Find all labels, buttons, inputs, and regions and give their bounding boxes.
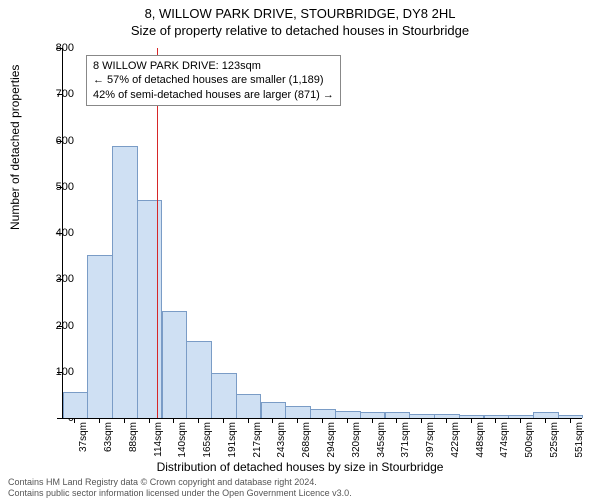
info-line-2: ← 57% of detached houses are smaller (1,…	[93, 73, 334, 87]
y-tick-mark	[57, 418, 62, 419]
footer-line-1: Contains HM Land Registry data © Crown c…	[8, 477, 352, 487]
y-axis-label: Number of detached properties	[8, 65, 22, 230]
histogram-bar	[434, 414, 460, 418]
x-tick-mark	[545, 418, 546, 423]
info-line-1: 8 WILLOW PARK DRIVE: 123sqm	[93, 59, 334, 73]
histogram-bar	[335, 411, 361, 418]
x-tick-mark	[248, 418, 249, 423]
histogram-bar	[285, 406, 311, 418]
chart-container: 8, WILLOW PARK DRIVE, STOURBRIDGE, DY8 2…	[0, 0, 600, 500]
x-tick-mark	[446, 418, 447, 423]
histogram-bar	[261, 402, 287, 418]
x-tick-mark	[198, 418, 199, 423]
histogram-bar	[162, 311, 188, 418]
x-tick-mark	[570, 418, 571, 423]
address-title: 8, WILLOW PARK DRIVE, STOURBRIDGE, DY8 2…	[0, 6, 600, 23]
histogram-bar	[186, 341, 212, 418]
histogram-bar	[137, 200, 163, 418]
footer-line-2: Contains public sector information licen…	[8, 488, 352, 498]
histogram-bar	[360, 412, 386, 418]
x-tick-mark	[347, 418, 348, 423]
x-tick-mark	[322, 418, 323, 423]
histogram-bar	[459, 415, 485, 418]
x-tick-mark	[149, 418, 150, 423]
x-tick-mark	[421, 418, 422, 423]
histogram-bar	[112, 146, 138, 418]
histogram-bar	[87, 255, 113, 418]
histogram-bar	[310, 409, 336, 418]
histogram-bar	[236, 394, 262, 418]
x-tick-mark	[520, 418, 521, 423]
x-tick-mark	[124, 418, 125, 423]
info-line-3: 42% of semi-detached houses are larger (…	[93, 88, 334, 102]
histogram-bar	[211, 373, 237, 418]
x-axis-label: Distribution of detached houses by size …	[0, 460, 600, 474]
histogram-bar	[533, 412, 559, 418]
x-tick-mark	[372, 418, 373, 423]
info-box: 8 WILLOW PARK DRIVE: 123sqm ← 57% of det…	[86, 55, 341, 106]
histogram-bar	[508, 415, 534, 418]
histogram-bar	[409, 414, 435, 418]
subtitle: Size of property relative to detached ho…	[0, 23, 600, 40]
x-tick-mark	[396, 418, 397, 423]
histogram-bar	[484, 415, 510, 418]
x-tick-mark	[495, 418, 496, 423]
x-tick-mark	[471, 418, 472, 423]
x-tick-mark	[272, 418, 273, 423]
histogram-bar	[385, 412, 411, 418]
footer: Contains HM Land Registry data © Crown c…	[8, 477, 352, 498]
x-tick-mark	[223, 418, 224, 423]
x-tick-mark	[173, 418, 174, 423]
histogram-bar	[558, 415, 584, 418]
titles: 8, WILLOW PARK DRIVE, STOURBRIDGE, DY8 2…	[0, 0, 600, 40]
x-tick-mark	[74, 418, 75, 423]
histogram-bar	[63, 392, 89, 418]
x-tick-mark	[99, 418, 100, 423]
x-tick-mark	[297, 418, 298, 423]
